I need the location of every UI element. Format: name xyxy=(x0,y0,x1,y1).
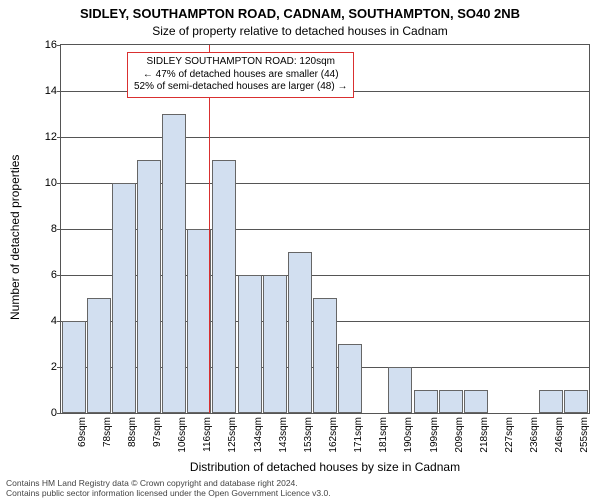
bar xyxy=(62,321,86,413)
plot-area: 024681012141669sqm78sqm88sqm97sqm106sqm1… xyxy=(60,44,590,414)
gridline xyxy=(61,137,589,138)
bar xyxy=(288,252,312,413)
xtick-label: 181sqm xyxy=(378,417,389,453)
ytick-label: 10 xyxy=(45,177,57,189)
xtick-label: 218sqm xyxy=(479,417,490,453)
xtick-label: 69sqm xyxy=(77,417,88,447)
annot-line1: SIDLEY SOUTHAMPTON ROAD: 120sqm xyxy=(134,56,347,69)
bar xyxy=(162,114,186,413)
reference-line xyxy=(209,45,210,413)
bar xyxy=(137,160,161,413)
bar xyxy=(539,390,563,413)
annotation-box: SIDLEY SOUTHAMPTON ROAD: 120sqm← 47% of … xyxy=(127,52,354,98)
xtick-label: 171sqm xyxy=(353,417,364,453)
x-axis-label: Distribution of detached houses by size … xyxy=(60,460,590,474)
xtick-label: 236sqm xyxy=(529,417,540,453)
bar xyxy=(313,298,337,413)
bar xyxy=(263,275,287,413)
bar xyxy=(388,367,412,413)
xtick-label: 209sqm xyxy=(454,417,465,453)
xtick-label: 190sqm xyxy=(403,417,414,453)
bar xyxy=(338,344,362,413)
annot-line2: ← 47% of detached houses are smaller (44… xyxy=(134,69,347,82)
bar xyxy=(439,390,463,413)
chart-container: SIDLEY, SOUTHAMPTON ROAD, CADNAM, SOUTHA… xyxy=(0,0,600,500)
xtick-label: 153sqm xyxy=(303,417,314,453)
title-sub: Size of property relative to detached ho… xyxy=(0,24,600,38)
xtick-label: 227sqm xyxy=(504,417,515,453)
xtick-label: 143sqm xyxy=(278,417,289,453)
xtick-label: 199sqm xyxy=(429,417,440,453)
xtick-label: 125sqm xyxy=(227,417,238,453)
xtick-label: 106sqm xyxy=(177,417,188,453)
ytick-label: 16 xyxy=(45,39,57,51)
bar xyxy=(112,183,136,413)
bar xyxy=(564,390,588,413)
bar xyxy=(87,298,111,413)
xtick-label: 162sqm xyxy=(328,417,339,453)
title-main: SIDLEY, SOUTHAMPTON ROAD, CADNAM, SOUTHA… xyxy=(0,6,600,21)
bar xyxy=(464,390,488,413)
footer-attribution: Contains HM Land Registry data © Crown c… xyxy=(6,479,331,498)
xtick-label: 116sqm xyxy=(202,417,213,452)
xtick-label: 134sqm xyxy=(253,417,264,453)
xtick-label: 78sqm xyxy=(102,417,113,447)
bar xyxy=(187,229,211,413)
xtick-label: 246sqm xyxy=(554,417,565,453)
xtick-label: 255sqm xyxy=(579,417,590,453)
ytick-label: 12 xyxy=(45,131,57,143)
annot-line3: 52% of semi-detached houses are larger (… xyxy=(134,81,347,94)
bar xyxy=(238,275,262,413)
ytick-label: 14 xyxy=(45,85,57,97)
xtick-label: 97sqm xyxy=(152,417,163,447)
y-axis-label: Number of detached properties xyxy=(8,65,22,230)
xtick-label: 88sqm xyxy=(127,417,138,447)
bar xyxy=(414,390,438,413)
bar xyxy=(212,160,236,413)
footer-line2: Contains public sector information licen… xyxy=(6,489,331,498)
